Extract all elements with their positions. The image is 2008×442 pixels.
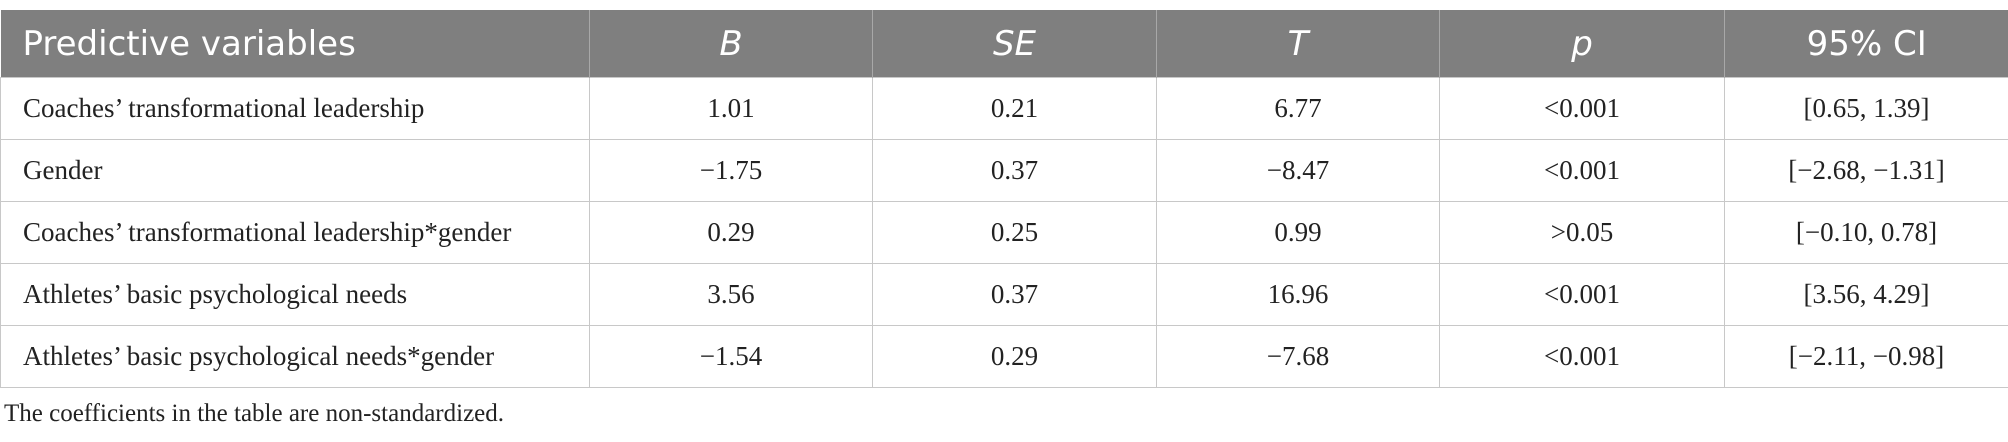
- cell: 16.96: [1156, 263, 1440, 326]
- cell: −8.47: [1156, 139, 1440, 202]
- cell: −1.54: [589, 325, 873, 388]
- cell: 1.01: [589, 77, 873, 140]
- row-label: Gender: [0, 139, 590, 202]
- row-label: Athletes’ basic psychological needs: [0, 263, 590, 326]
- cell: [−2.11, −0.98]: [1724, 325, 2008, 388]
- cell: 0.99: [1156, 201, 1440, 264]
- column-header: p: [1439, 10, 1725, 78]
- row-label: Athletes’ basic psychological needs*gend…: [0, 325, 590, 388]
- cell: −7.68: [1156, 325, 1440, 388]
- cell: 3.56: [589, 263, 873, 326]
- cell: 0.25: [872, 201, 1157, 264]
- cell: >0.05: [1439, 201, 1725, 264]
- table-row: Athletes’ basic psychological needs*gend…: [0, 325, 2008, 388]
- cell: 0.29: [589, 201, 873, 264]
- column-header: T: [1156, 10, 1440, 78]
- cell: 0.29: [872, 325, 1157, 388]
- column-header: SE: [872, 10, 1157, 78]
- cell: 6.77: [1156, 77, 1440, 140]
- cell: 0.37: [872, 139, 1157, 202]
- column-header: 95% CI: [1724, 10, 2008, 78]
- cell: [3.56, 4.29]: [1724, 263, 2008, 326]
- table-row: Athletes’ basic psychological needs 3.56 0…: [0, 263, 2008, 326]
- row-label: Coaches’ transformational leadership*gen…: [0, 201, 590, 264]
- cell: [−2.68, −1.31]: [1724, 139, 2008, 202]
- cell: 0.21: [872, 77, 1157, 140]
- row-label: Coaches’ transformational leadership: [0, 77, 590, 140]
- cell: −1.75: [589, 139, 873, 202]
- cell: 0.37: [872, 263, 1157, 326]
- cell: <0.001: [1439, 77, 1725, 140]
- table-row: Coaches’ transformational leadership 1.01…: [0, 77, 2008, 140]
- column-header: B: [589, 10, 873, 78]
- cell: <0.001: [1439, 139, 1725, 202]
- table-note: The coefficients in the table are non-st…: [4, 400, 505, 427]
- cell: [−0.10, 0.78]: [1724, 201, 2008, 264]
- table-row: Gender −1.75 0.37 −8.47 <0.001 [−2.68, −1.31]: [0, 139, 2008, 202]
- cell: [0.65, 1.39]: [1724, 77, 2008, 140]
- cell: <0.001: [1439, 325, 1725, 388]
- column-header: Predictive variables: [0, 10, 590, 78]
- cell: <0.001: [1439, 263, 1725, 326]
- table-body: Coaches’ transformational leadership 1.01…: [0, 77, 2008, 388]
- table-row: Coaches’ transformational leadership*gen…: [0, 201, 2008, 264]
